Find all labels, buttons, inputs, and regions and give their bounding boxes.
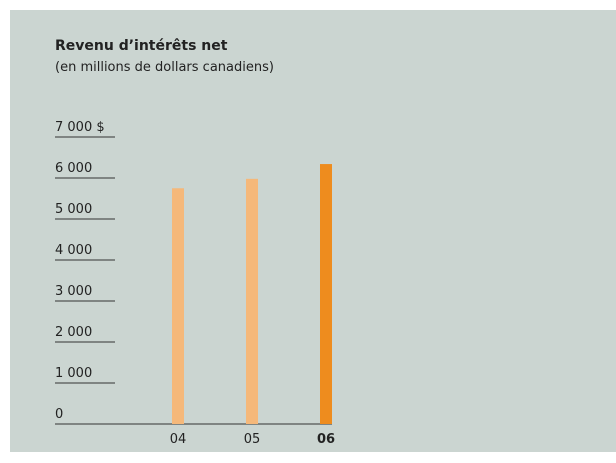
bar [172,188,184,424]
x-tick-label: 06 [317,432,335,447]
y-tick-label: 1 000 [55,366,92,381]
chart-subtitle: (en millions de dollars canadiens) [55,60,274,75]
y-tick-label: 2 000 [55,325,92,340]
y-tick-label: 5 000 [55,202,92,217]
bar [246,178,258,424]
y-tick-label: 4 000 [55,243,92,258]
x-tick-label: 04 [170,432,187,447]
bar [320,164,332,424]
x-tick-label: 05 [244,432,261,447]
y-tick-label: 6 000 [55,161,92,176]
y-tick-label: 0 [55,407,63,422]
chart-title: Revenu d’intérêts net [55,38,228,54]
y-tick-label: 7 000 $ [55,120,105,135]
panel [10,10,616,452]
y-tick-label: 3 000 [55,284,92,299]
